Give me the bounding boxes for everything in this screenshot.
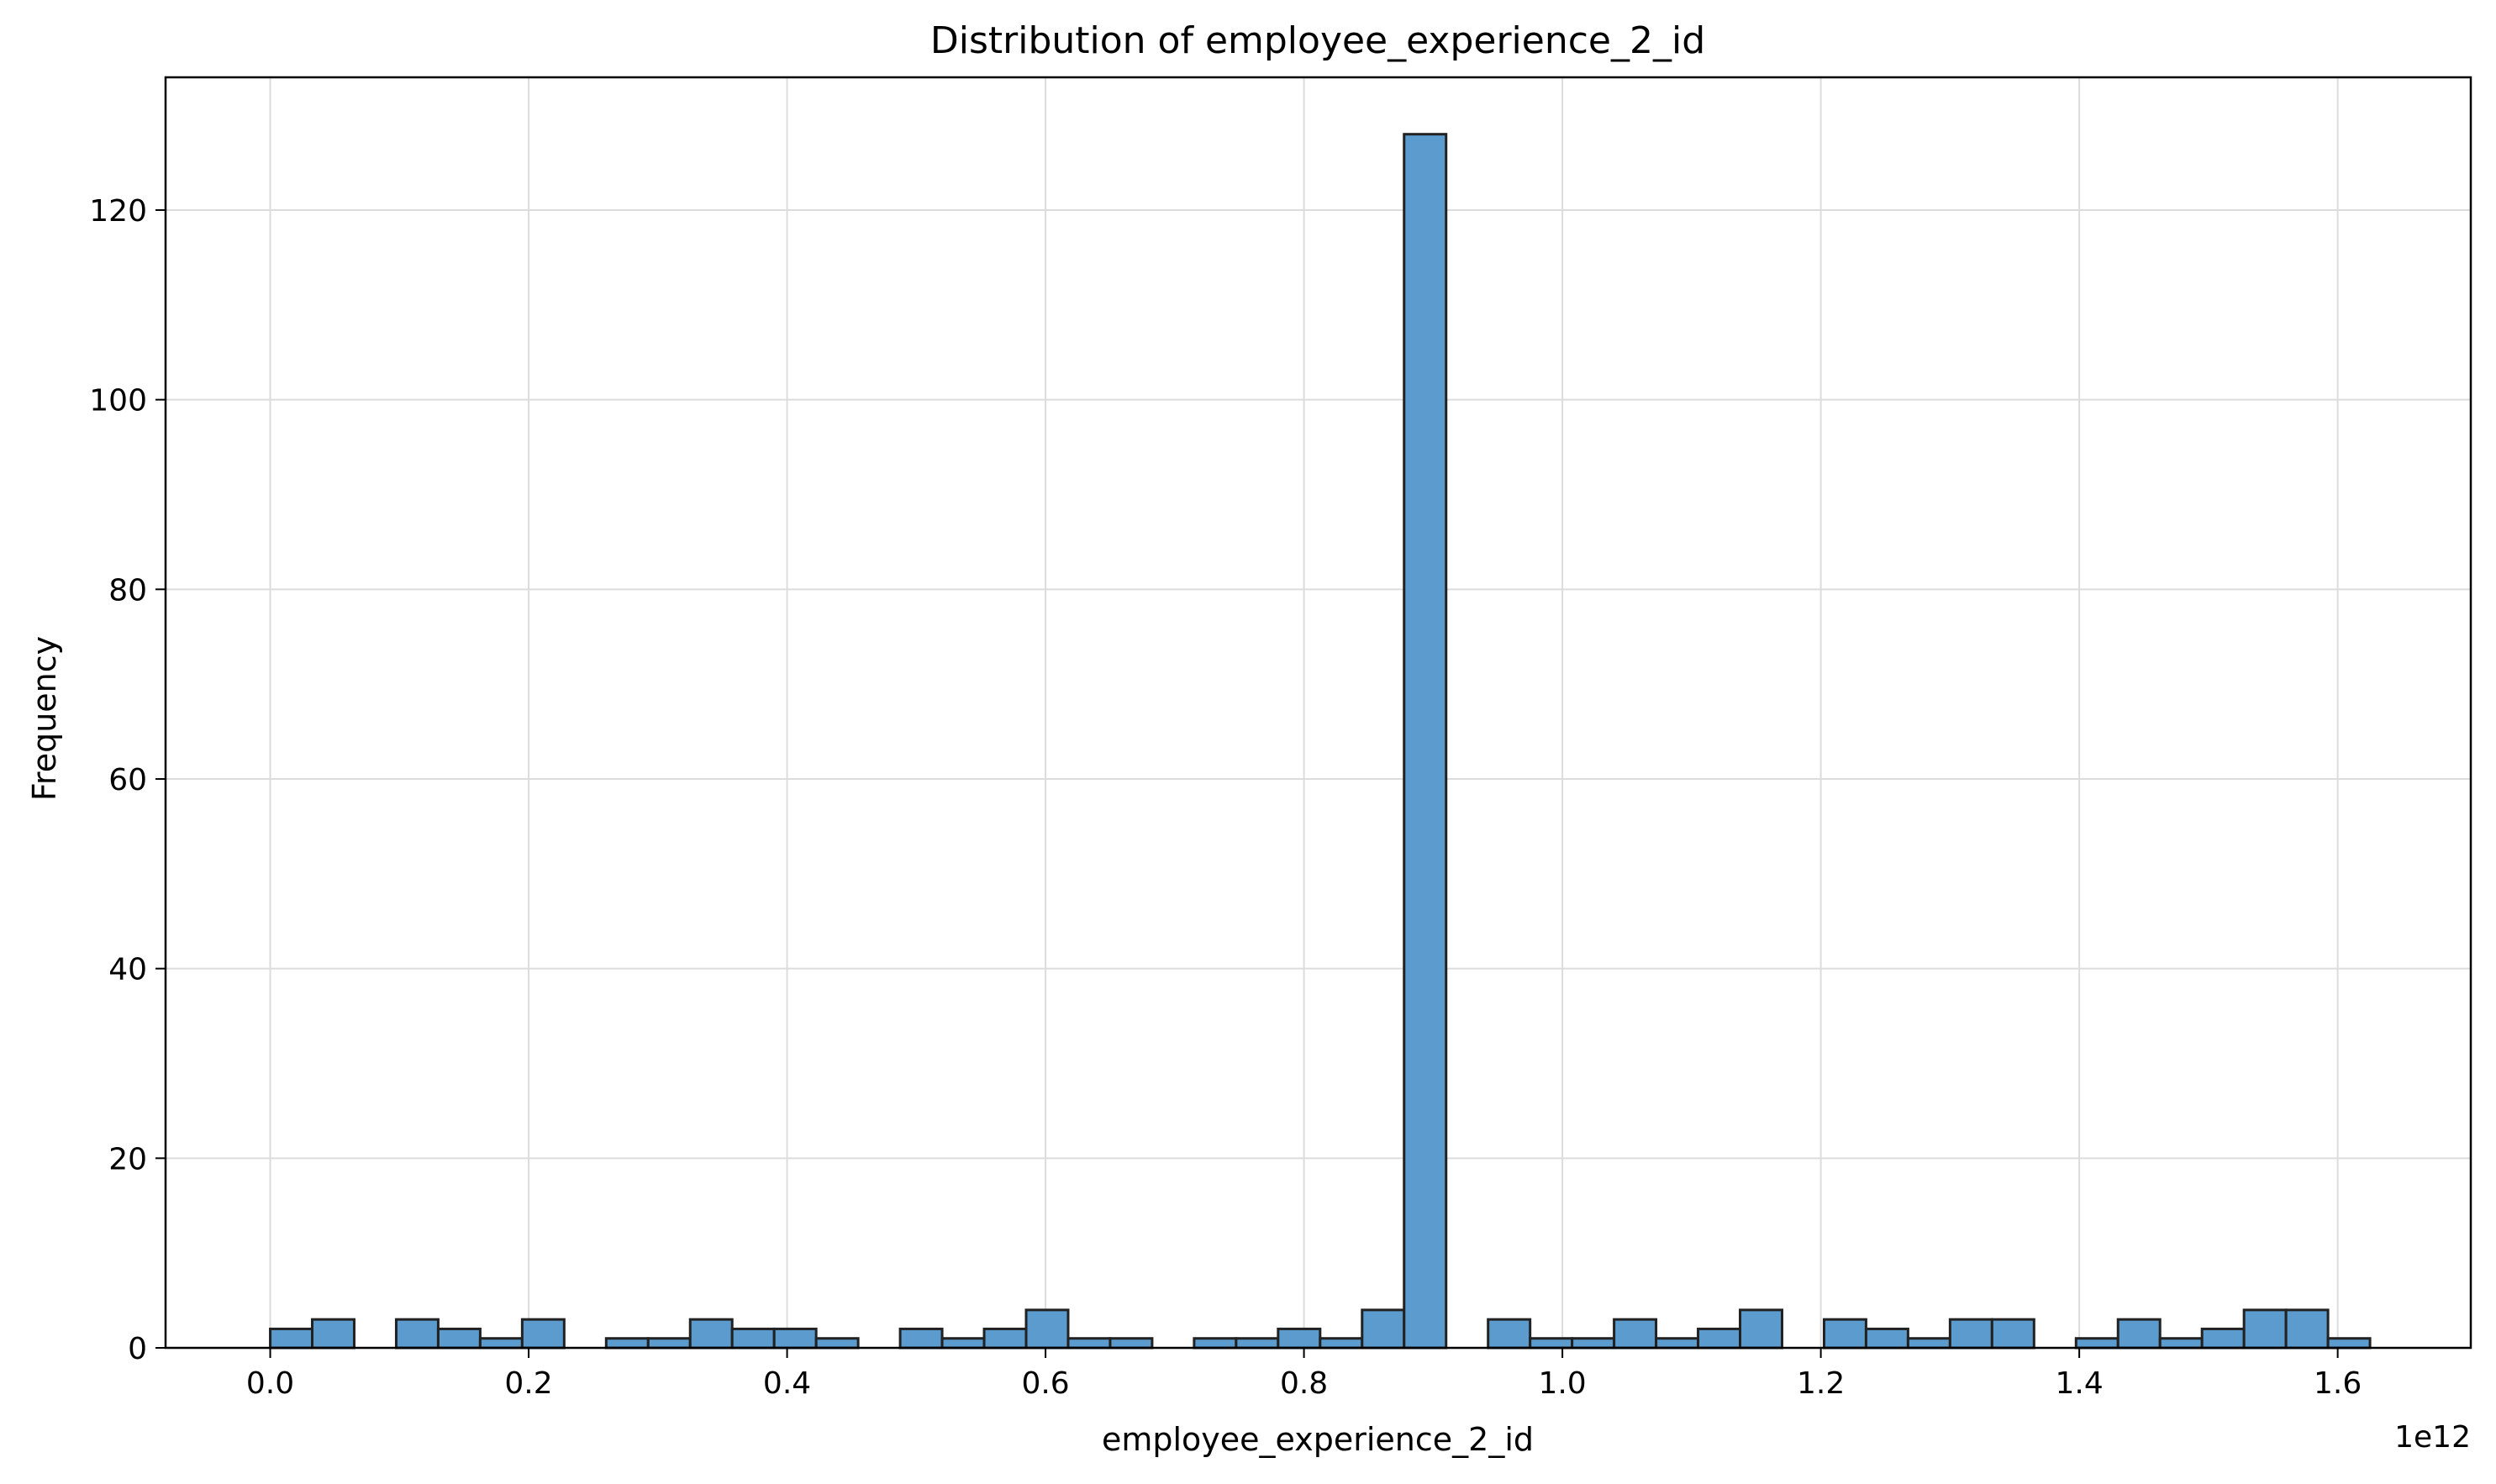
histogram-bar xyxy=(1487,1318,1532,1350)
histogram-bar xyxy=(1235,1337,1280,1350)
y-tick-label: 60 xyxy=(108,763,147,797)
x-tick-label: 1.6 xyxy=(2314,1366,2362,1401)
histogram-bar xyxy=(772,1327,818,1350)
histogram-bar xyxy=(1990,1318,2035,1350)
histogram-bar xyxy=(688,1318,734,1350)
gridlines xyxy=(166,77,2471,1349)
histogram-bar xyxy=(2116,1318,2162,1350)
histogram-bar xyxy=(898,1327,944,1350)
histogram-bar xyxy=(311,1318,355,1350)
histogram-bars xyxy=(269,133,2372,1350)
histogram-bar xyxy=(2326,1337,2372,1350)
y-axis-ticks: 0 20 40 60 80 100 120 xyxy=(89,194,166,1366)
histogram-bar xyxy=(1529,1337,1574,1350)
x-tick-label: 1.2 xyxy=(1797,1366,1845,1401)
histogram-bar xyxy=(1319,1337,1364,1350)
x-axis-ticks: 0.0 0.2 0.4 0.6 0.8 1.0 1.2 1.4 1.6 xyxy=(246,1348,2362,1401)
histogram-bar xyxy=(814,1337,860,1350)
x-tick-label: 0.2 xyxy=(504,1366,552,1401)
histogram-bar xyxy=(1571,1337,1616,1350)
x-axis-offset-label: 1e12 xyxy=(2394,1420,2471,1455)
histogram-bar xyxy=(1822,1318,1867,1350)
histogram-bar xyxy=(2284,1308,2330,1350)
plot-frame xyxy=(164,76,2472,1350)
y-tick-label: 120 xyxy=(89,194,147,229)
histogram-bar xyxy=(1277,1327,1322,1350)
y-tick-label: 0 xyxy=(128,1332,147,1366)
histogram-bar xyxy=(269,1327,314,1350)
histogram-bar xyxy=(1108,1337,1154,1350)
histogram-bar xyxy=(1697,1327,1742,1350)
histogram-bar xyxy=(1655,1337,1700,1350)
histogram-bar xyxy=(2158,1337,2204,1350)
histogram-bar xyxy=(982,1327,1028,1350)
histogram-bar xyxy=(604,1337,650,1350)
histogram-bar xyxy=(394,1318,440,1350)
histogram-bar xyxy=(1193,1337,1238,1350)
histogram-bar xyxy=(1613,1318,1658,1350)
histogram-bar xyxy=(436,1327,482,1350)
x-tick-label: 0.0 xyxy=(246,1366,294,1401)
x-tick-label: 0.6 xyxy=(1021,1366,1069,1401)
x-tick-label: 1.4 xyxy=(2055,1366,2103,1401)
histogram-bar xyxy=(1024,1308,1070,1350)
histogram-bar xyxy=(2242,1308,2288,1350)
y-tick-label: 20 xyxy=(108,1142,147,1176)
histogram-bar xyxy=(2200,1327,2246,1350)
histogram-bar xyxy=(940,1337,986,1350)
histogram-bar xyxy=(1739,1308,1783,1350)
histogram-bar xyxy=(1864,1327,1909,1350)
histogram-bar xyxy=(1906,1337,1951,1350)
x-tick-label: 1.0 xyxy=(1538,1366,1586,1401)
chart-title: Distribution of employee_experience_2_id xyxy=(930,19,1705,62)
histogram-bar xyxy=(478,1337,524,1350)
x-tick-label: 0.4 xyxy=(763,1366,811,1401)
x-axis-label: employee_experience_2_id xyxy=(1102,1421,1534,1458)
y-tick-label: 80 xyxy=(108,573,147,608)
histogram-bar xyxy=(1066,1337,1112,1350)
histogram-bar xyxy=(2074,1337,2119,1350)
histogram-bar xyxy=(730,1327,776,1350)
histogram-bar xyxy=(1361,1308,1406,1350)
x-tick-label: 0.8 xyxy=(1280,1366,1328,1401)
y-tick-label: 100 xyxy=(89,384,147,418)
histogram-bar xyxy=(1403,133,1448,1350)
histogram-bar xyxy=(1948,1318,1993,1350)
y-axis-label: Frequency xyxy=(26,636,63,801)
histogram-bar xyxy=(520,1318,566,1350)
histogram-bar xyxy=(646,1337,692,1350)
y-tick-label: 40 xyxy=(108,953,147,987)
